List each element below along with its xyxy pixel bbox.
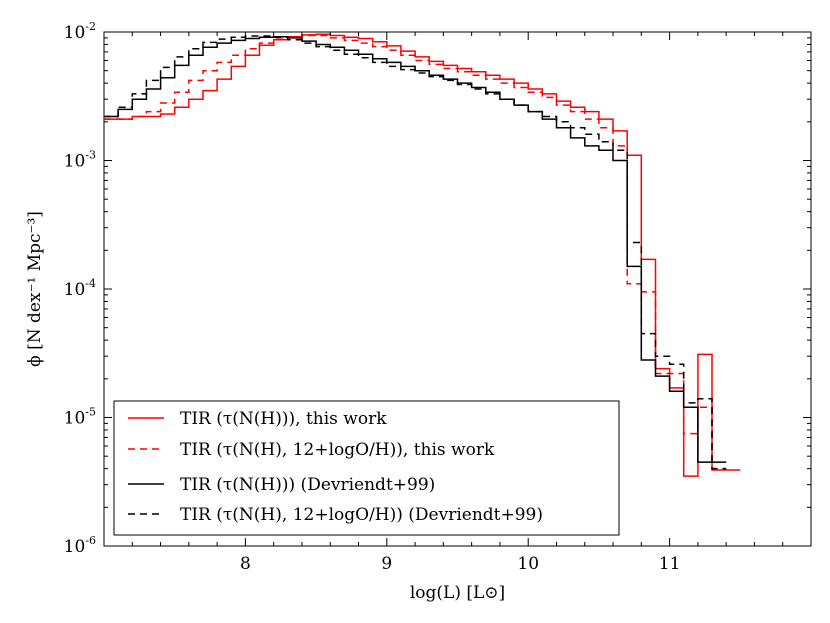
tick-layer: 8 9 10 11 10-6 10-5 10-4 10-3 10-2 (64, 20, 812, 574)
y-tick-label: 10-5 (64, 406, 96, 429)
y-tick-label: 10-4 (64, 277, 96, 300)
legend-label-2: TIR (τ(N(H))) (Devriendt+99) (180, 475, 435, 495)
series-line-3 (104, 35, 727, 470)
legend-label-0: TIR (τ(N(H))), this work (180, 409, 387, 429)
x-tick-label: 8 (240, 554, 251, 574)
legend: TIR (τ(N(H))), this work TIR (τ(N(H), 12… (113, 400, 620, 536)
y-tick-label: 10-2 (64, 20, 96, 43)
x-tick-label: 10 (517, 554, 539, 574)
x-tick-label: 9 (381, 554, 392, 574)
series-line-0 (104, 33, 741, 477)
y-axis-label: ϕ [N dex⁻¹ Mpc⁻³] (25, 211, 45, 367)
y-tick-label: 10-3 (64, 149, 96, 172)
x-axis-label: log(L) [L⊙] (410, 583, 505, 603)
y-tick-label: 10-6 (64, 534, 96, 557)
series-layer (104, 33, 741, 477)
legend-label-1: TIR (τ(N(H), 12+logO/H)), this work (180, 440, 495, 460)
x-tick-label: 11 (659, 554, 681, 574)
series-line-2 (104, 35, 727, 463)
legend-label-3: TIR (τ(N(H), 12+logO/H)) (Devriendt+99) (180, 505, 543, 525)
legend-box (113, 400, 620, 536)
